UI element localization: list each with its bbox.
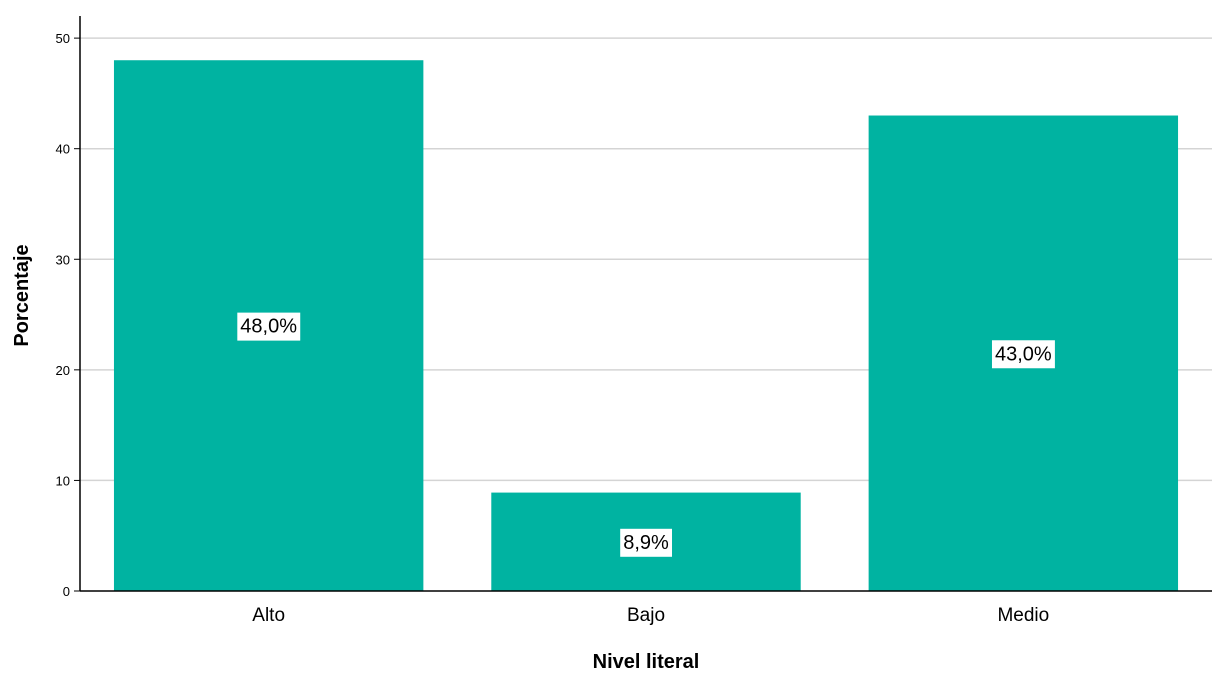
y-tick-label: 0 [63, 584, 70, 599]
x-category-label: Alto [252, 605, 285, 626]
x-category-labels: Alto Bajo Medio [252, 605, 1049, 626]
data-label-box [237, 312, 301, 341]
y-axis-title: Porcentaje [11, 244, 33, 346]
data-label: 48,0% [240, 316, 297, 338]
y-tick-label: 50 [56, 31, 70, 46]
x-category-label: Bajo [627, 605, 665, 626]
axes [79, 16, 1212, 592]
x-axis-title: Nivel literal [593, 651, 700, 673]
data-label-box [991, 340, 1055, 369]
x-category-label: Medio [997, 605, 1049, 626]
y-tick-labels: 0 10 20 30 40 50 [56, 31, 80, 599]
data-labels: 48,0% 8,9% 43,0% [237, 312, 1055, 557]
y-tick-label: 10 [56, 473, 70, 488]
y-tick-label: 30 [56, 252, 70, 267]
y-tick-label: 40 [56, 142, 70, 157]
data-label: 8,9% [623, 532, 669, 554]
data-label: 43,0% [995, 343, 1052, 365]
data-label-box [620, 528, 673, 557]
y-tick-label: 20 [56, 363, 70, 378]
